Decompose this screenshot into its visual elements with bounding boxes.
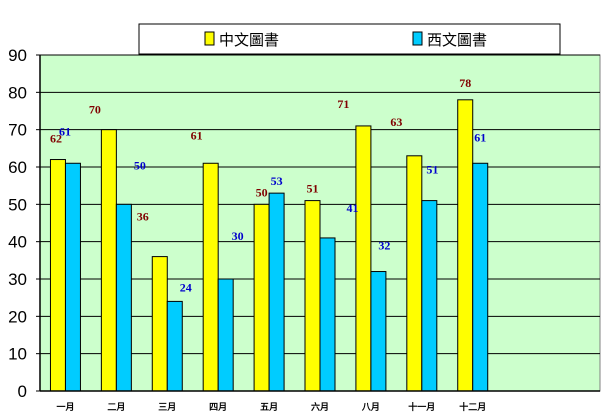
bar-chinese-books [100,129,117,392]
bars [49,99,489,392]
bar-chinese-books [49,159,66,392]
data-label: 71 [337,97,349,111]
data-label: 61 [474,130,486,144]
y-tick-label: 30 [8,270,27,289]
data-label: 36 [137,210,149,224]
bar-chinese-books [406,155,423,392]
y-axis-ticks: 0 10 20 30 40 50 60 70 80 90 [8,46,40,401]
data-label: 61 [191,128,203,142]
bar-western-books [217,278,234,392]
data-label: 51 [426,163,438,177]
gridlines [40,54,600,355]
bar-western-books [472,162,489,392]
bar-western-books [166,300,183,392]
y-tick-label: 0 [18,382,27,401]
legend-label: 西文圖書 [427,31,487,49]
x-axis-ticks: 一月 二月 三月 四月 五月 六月 八月 十一月 十二月 [56,401,486,413]
data-label: 24 [180,280,192,294]
data-label: 51 [307,182,319,196]
bar-chinese-books [202,162,219,392]
x-tick-label: 四月 [209,402,227,413]
bar-western-books [115,203,132,392]
y-tick-label: 70 [8,121,27,140]
bar-western-books [64,162,81,392]
data-label: 63 [390,115,402,129]
x-tick-label: 二月 [107,402,125,413]
bar-chinese-books [304,200,321,392]
bar-western-books [421,200,438,392]
legend-swatch [412,31,423,46]
data-label: 50 [256,185,268,199]
legend-label: 中文圖書 [219,31,279,49]
x-tick-label: 六月 [311,401,329,413]
bar-western-books [268,192,285,392]
data-label: 70 [89,103,101,117]
y-tick-label: 50 [8,195,27,214]
legend: 中文圖書 西文圖書 [138,23,561,55]
data-label: 62 [50,132,62,146]
x-tick-label: 五月 [260,402,278,413]
legend-box [138,23,561,55]
y-tick-label: 40 [8,233,27,252]
bar-western-books [370,271,387,392]
bar-western-books [319,237,336,392]
x-tick-label: 一月 [56,402,74,413]
y-tick-label: 60 [8,158,27,177]
data-label: 50 [134,158,146,172]
bar-chinese-books [355,125,372,392]
y-tick-label: 80 [8,83,27,102]
x-tick-label: 三月 [158,402,176,413]
bar-chinese-books [457,99,474,392]
data-label: 41 [347,201,359,215]
bar-chinese-books [253,203,270,392]
data-label: 78 [459,76,471,90]
y-tick-label: 20 [8,307,27,326]
data-label: 30 [232,229,244,243]
data-label: 61 [59,124,71,138]
data-label: 32 [378,239,390,253]
bar-chinese-books [151,256,168,392]
y-tick-label: 90 [8,46,27,65]
data-label: 53 [271,174,283,188]
x-tick-label: 八月 [361,402,380,413]
y-tick-label: 10 [8,345,27,364]
legend-swatch [204,31,215,46]
x-tick-label: 十二月 [459,401,486,413]
x-tick-label: 十一月 [408,401,435,413]
